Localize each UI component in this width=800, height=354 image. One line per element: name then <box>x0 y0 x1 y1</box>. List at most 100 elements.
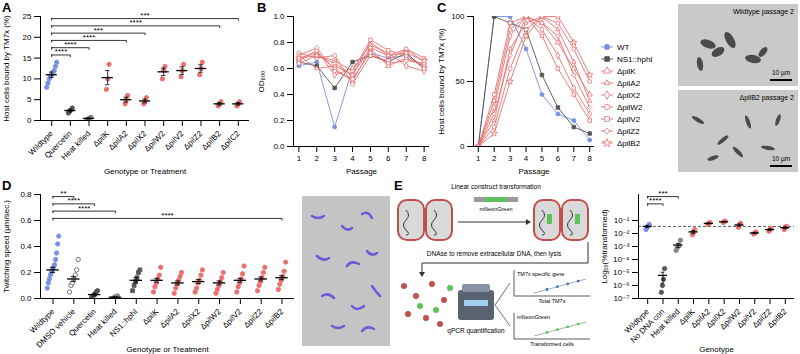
svg-text:Host cells bound by TM7x (%): Host cells bound by TM7x (%) <box>2 15 11 122</box>
svg-text:ΔpilB2 passage 2: ΔpilB2 passage 2 <box>740 94 795 102</box>
svg-text:ΔpilA2: ΔpilA2 <box>617 79 641 88</box>
svg-text:ΔpilC2: ΔpilC2 <box>218 129 241 152</box>
svg-text:ΔpilB2: ΔpilB2 <box>766 307 789 330</box>
svg-text:7: 7 <box>404 154 409 163</box>
svg-text:10⁻³: 10⁻³ <box>614 242 630 251</box>
svg-text:10⁻⁷: 10⁻⁷ <box>613 294 629 303</box>
svg-text:qPCR quantification: qPCR quantification <box>447 327 505 335</box>
svg-text:***: *** <box>140 11 149 20</box>
svg-text:No DNA con: No DNA con <box>628 307 667 345</box>
svg-text:DNAse to remove extracellular: DNAse to remove extracellular DNA, then … <box>427 250 562 258</box>
svg-text:1: 1 <box>297 154 302 163</box>
svg-text:3: 3 <box>332 154 337 163</box>
svg-text:6: 6 <box>386 154 391 163</box>
svg-text:mNeonGreen: mNeonGreen <box>479 206 512 212</box>
svg-text:0.0: 0.0 <box>273 142 285 151</box>
svg-text:10 µm: 10 µm <box>772 69 790 77</box>
svg-text:10⁻⁴: 10⁻⁴ <box>613 255 630 264</box>
svg-text:0.8: 0.8 <box>20 190 32 199</box>
svg-text:ΔpilZ2: ΔpilZ2 <box>182 129 205 152</box>
svg-text:0: 0 <box>460 142 465 151</box>
svg-text:100: 100 <box>451 12 465 21</box>
svg-text:ΔpilV2: ΔpilV2 <box>163 129 186 152</box>
svg-text:Twitching speed (µm/sec.): Twitching speed (µm/sec.) <box>2 200 11 293</box>
svg-text:**: ** <box>60 189 66 198</box>
svg-text:15: 15 <box>23 54 32 63</box>
svg-text:Heat killed: Heat killed <box>649 307 682 340</box>
svg-text:***: *** <box>94 26 103 35</box>
svg-text:ΔpilV2: ΔpilV2 <box>221 307 244 330</box>
svg-text:Host cells bound by TM7x (%): Host cells bound by TM7x (%) <box>437 28 446 135</box>
svg-text:ΔpilK: ΔpilK <box>617 67 636 76</box>
svg-text:Genotype or Treatment: Genotype or Treatment <box>126 345 209 354</box>
svg-text:10⁻⁶: 10⁻⁶ <box>613 281 629 290</box>
svg-text:5: 5 <box>27 95 32 104</box>
svg-text:ΔpilZ2: ΔpilZ2 <box>617 127 640 136</box>
svg-text:Log₁₀(%transformed): Log₁₀(%transformed) <box>600 209 609 284</box>
svg-text:ΔpilZ2: ΔpilZ2 <box>242 307 265 330</box>
svg-text:10⁻²: 10⁻² <box>614 229 630 238</box>
svg-text:50: 50 <box>456 77 465 86</box>
svg-text:0.2: 0.2 <box>273 116 285 125</box>
svg-text:0.4: 0.4 <box>20 242 32 251</box>
svg-text:OD₆₀₀: OD₆₀₀ <box>257 71 266 93</box>
svg-text:10 µm: 10 µm <box>772 155 790 163</box>
svg-text:Wildtype passage 2: Wildtype passage 2 <box>733 8 794 16</box>
svg-text:ΔpilW2: ΔpilW2 <box>617 103 643 112</box>
svg-text:7: 7 <box>572 154 577 163</box>
svg-text:NS1::hphI: NS1::hphI <box>108 307 140 339</box>
svg-text:0.8: 0.8 <box>273 38 285 47</box>
svg-text:10⁻⁵: 10⁻⁵ <box>613 268 629 277</box>
svg-text:ΔpilA2: ΔpilA2 <box>158 307 181 330</box>
svg-text:2: 2 <box>492 154 497 163</box>
svg-text:0.6: 0.6 <box>273 64 285 73</box>
svg-text:2: 2 <box>315 154 320 163</box>
svg-text:DMSO vehicle: DMSO vehicle <box>34 307 77 350</box>
svg-text:6: 6 <box>556 154 561 163</box>
svg-text:10: 10 <box>23 74 32 83</box>
svg-text:25: 25 <box>23 12 32 21</box>
svg-text:NS1::hphI: NS1::hphI <box>617 55 653 64</box>
svg-text:Total TM7s: Total TM7s <box>539 298 566 304</box>
svg-text:ΔpilX2: ΔpilX2 <box>617 91 641 100</box>
svg-text:4: 4 <box>524 154 529 163</box>
svg-text:Quercetin: Quercetin <box>67 307 98 339</box>
svg-text:****: **** <box>161 211 173 220</box>
svg-text:0.6: 0.6 <box>20 216 32 225</box>
svg-text:3: 3 <box>508 154 513 163</box>
svg-text:***: *** <box>658 189 667 198</box>
svg-text:8: 8 <box>587 154 592 163</box>
svg-text:Passage: Passage <box>346 167 378 176</box>
svg-text:Quercetin: Quercetin <box>42 129 74 161</box>
svg-text:0.4: 0.4 <box>273 90 285 99</box>
svg-text:4: 4 <box>350 154 355 163</box>
svg-text:****: **** <box>68 196 80 205</box>
svg-text:ΔpilV2: ΔpilV2 <box>617 115 641 124</box>
svg-text:WT: WT <box>617 43 630 52</box>
svg-text:0.2: 0.2 <box>20 268 32 277</box>
svg-text:****: **** <box>64 40 76 49</box>
svg-text:Genotype or Treatment: Genotype or Treatment <box>104 167 187 176</box>
svg-text:8: 8 <box>422 154 427 163</box>
svg-text:ΔpilB2: ΔpilB2 <box>617 139 641 148</box>
svg-text:5: 5 <box>540 154 545 163</box>
svg-text:Transformed cells: Transformed cells <box>530 341 574 347</box>
svg-text:ΔpilB2: ΔpilB2 <box>263 307 286 330</box>
svg-text:Genotype: Genotype <box>699 345 734 354</box>
svg-text:ΔpilW2: ΔpilW2 <box>143 129 168 154</box>
svg-text:ΔpilA2: ΔpilA2 <box>107 129 130 152</box>
svg-text:TM7x specific gene: TM7x specific gene <box>517 271 564 277</box>
svg-text:0.0: 0.0 <box>20 294 32 303</box>
svg-text:ΔpilW2: ΔpilW2 <box>198 307 223 332</box>
svg-text:Heat killed: Heat killed <box>59 129 92 162</box>
svg-text:1: 1 <box>476 154 481 163</box>
svg-text:Heat killed: Heat killed <box>85 307 119 340</box>
svg-text:mNeonGreen: mNeonGreen <box>517 314 550 320</box>
svg-text:5: 5 <box>368 154 373 163</box>
svg-text:10⁻¹: 10⁻¹ <box>614 216 630 225</box>
svg-text:Linear construct transformatio: Linear construct transformation <box>451 183 541 190</box>
svg-text:1.0: 1.0 <box>273 12 285 21</box>
svg-text:Passage: Passage <box>518 167 550 176</box>
svg-text:0: 0 <box>27 116 32 125</box>
svg-text:20: 20 <box>23 33 32 42</box>
